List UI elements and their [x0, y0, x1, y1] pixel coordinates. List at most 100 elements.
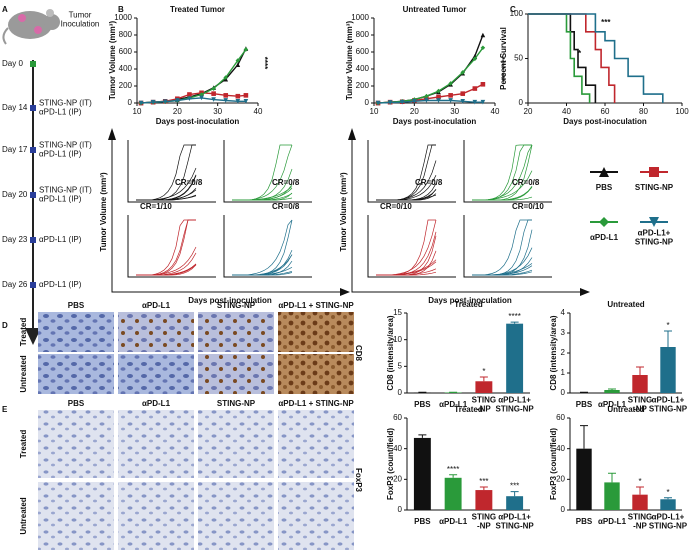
legend-label: PBS [596, 183, 613, 192]
mouse-curve [472, 247, 533, 276]
legend-marker [649, 167, 659, 177]
column-header: STING-NP [217, 399, 256, 408]
micrograph [278, 312, 354, 352]
y-tick-label: 40 [393, 444, 402, 453]
curves-ylabel: Tumor Volume (mm³) [339, 172, 348, 252]
axis-line [527, 14, 682, 104]
bar [413, 437, 431, 510]
day-label: Day 14 [2, 103, 28, 112]
micrograph [38, 482, 114, 550]
error-bar [636, 486, 644, 495]
mouse-curve [376, 231, 437, 276]
mouse-curve [472, 144, 532, 201]
y-tick-label: 60 [393, 413, 402, 422]
treatment-label: STING-NP (IT) αPD-L1 (IP) [39, 141, 92, 159]
cr-label: CR=0/8 [272, 202, 300, 211]
inoculation-label: Tumor Inoculation [61, 11, 100, 29]
day-marker [30, 282, 36, 288]
significance: * [666, 321, 669, 330]
significance: * [638, 477, 641, 486]
micrograph [278, 410, 354, 478]
y-tick-label: 800 [356, 30, 370, 39]
day-label: Day 17 [2, 145, 28, 154]
individual-curves [108, 128, 590, 296]
y-tick-label: 1000 [114, 13, 132, 22]
y-axis-label: CD8 (intensity/area) [386, 315, 395, 390]
x-tick-label: 30 [213, 107, 222, 116]
x-tick-label: 40 [491, 107, 500, 116]
significance: *** [510, 482, 519, 491]
point [175, 98, 180, 103]
y-tick-label: 0 [398, 388, 403, 397]
point [424, 98, 429, 103]
treatment-label: STING-NP (IT) αPD-L1 (IP) [39, 186, 92, 204]
column-header: STING-NP [217, 301, 256, 310]
micrograph [198, 354, 274, 394]
point [399, 99, 405, 105]
point [472, 99, 478, 105]
day-label: Day 0 [2, 59, 23, 68]
point [187, 96, 192, 102]
cr-label: CR=0/10 [512, 202, 544, 211]
x-tick-label: 60 [601, 107, 610, 116]
stain-label: FoxP3 [354, 468, 363, 493]
stain-label: CD8 [354, 345, 363, 362]
error-bar [636, 366, 644, 375]
x-tick-label: 80 [639, 107, 648, 116]
day-marker [30, 237, 36, 243]
y-tick-label: 5 [398, 361, 403, 370]
y-axis-label: Tumor Volume (mm³) [108, 21, 117, 101]
mouse-curve [136, 219, 196, 276]
y-tick-label: 0 [365, 98, 370, 107]
panel-label: D [2, 321, 8, 330]
bar [604, 390, 620, 393]
point [436, 88, 441, 94]
significance: *** [601, 18, 611, 27]
bar [660, 499, 676, 510]
treatment-label: αPD-L1 (IP) [39, 235, 82, 244]
error-bar [608, 388, 616, 390]
error-bar [510, 491, 519, 497]
micrograph [278, 482, 354, 550]
mouse-curve [376, 144, 436, 201]
point [223, 75, 229, 80]
point [448, 98, 453, 103]
mouse-curve [472, 187, 533, 201]
day-label: Day 26 [2, 280, 28, 289]
error-bar [479, 486, 488, 491]
row-header: Untreated [19, 355, 28, 392]
column-header: PBS [68, 301, 85, 310]
y-tick-label: 200 [356, 81, 370, 90]
point [150, 99, 156, 105]
x-tick-label: αPD-L1+ STING-NP [496, 513, 535, 531]
bar [506, 323, 524, 393]
mouse-curve [232, 187, 293, 201]
micrograph [278, 354, 354, 394]
cr-label: CR=1/10 [140, 202, 172, 211]
x-tick-label: αPD-L1+ STING-NP [649, 513, 688, 531]
x-tick-label: STING -NP [628, 513, 652, 531]
significance: * [482, 367, 485, 376]
y-axis-label: FoxP3 (count/field) [549, 428, 558, 500]
y-tick-label: 60 [556, 413, 565, 422]
mouse-curve [472, 185, 533, 201]
significance: *** [497, 72, 506, 82]
x-tick-label: STING -NP [472, 396, 496, 414]
point [412, 99, 417, 104]
day-label: Day 20 [2, 190, 28, 199]
y-tick-label: 0 [561, 505, 566, 514]
y-tick-label: 20 [556, 474, 565, 483]
point [480, 45, 486, 51]
mouse-curve [472, 144, 532, 201]
error-bar [418, 434, 427, 438]
point [460, 91, 466, 96]
mouse-curve [376, 144, 436, 201]
x-tick-label: PBS [576, 517, 593, 526]
y-tick-label: 10 [393, 335, 402, 344]
y-tick-label: 0 [398, 505, 403, 514]
point [436, 98, 441, 103]
point [223, 93, 229, 98]
row-header: Treated [19, 318, 28, 347]
column-header: αPD-L1 [142, 399, 171, 408]
